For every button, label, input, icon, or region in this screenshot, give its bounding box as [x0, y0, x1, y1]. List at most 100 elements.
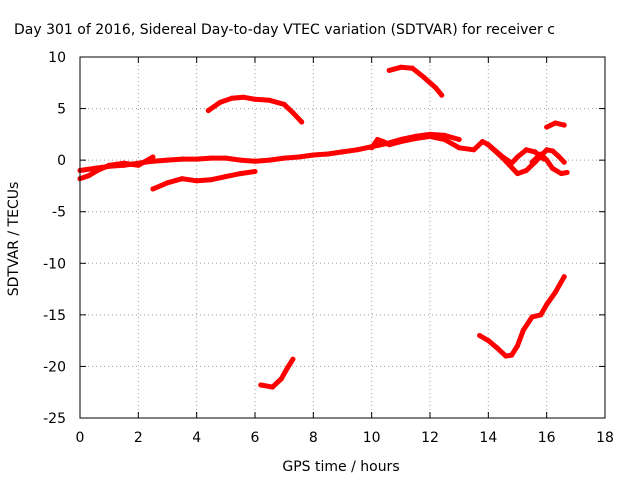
data-point	[290, 356, 296, 362]
data-series	[258, 356, 296, 390]
x-tick-label: 4	[192, 430, 201, 446]
data-point	[456, 137, 462, 142]
data-point	[150, 154, 156, 160]
series-trace	[386, 64, 445, 98]
data-point	[194, 156, 200, 162]
data-point	[179, 176, 185, 182]
data-point	[281, 101, 287, 107]
data-point	[267, 97, 273, 103]
data-series	[477, 274, 567, 359]
x-tick-label: 0	[76, 430, 85, 446]
data-series	[544, 120, 567, 130]
data-point	[500, 155, 506, 161]
data-point	[471, 147, 477, 153]
data-point	[237, 171, 243, 177]
data-point	[480, 139, 485, 145]
x-tick-label: 12	[421, 430, 439, 446]
data-point	[208, 155, 214, 161]
data-point	[552, 289, 558, 295]
data-point	[494, 345, 500, 351]
data-point	[550, 165, 555, 171]
series-trace	[477, 274, 567, 359]
plot-frame	[79, 56, 606, 419]
data-point	[564, 170, 570, 175]
y-tick-label: -10	[43, 256, 66, 272]
data-point	[555, 153, 561, 159]
data-point	[544, 124, 550, 130]
x-tick-label: 14	[479, 430, 497, 446]
data-point	[477, 333, 483, 338]
data-series	[529, 151, 570, 177]
data-point	[121, 160, 127, 166]
x-tick-label: 6	[251, 430, 260, 446]
x-tick-label: 10	[363, 430, 381, 446]
data-point	[538, 312, 544, 318]
data-series	[205, 94, 305, 125]
data-point	[515, 171, 520, 177]
data-point	[552, 120, 558, 126]
data-point	[205, 108, 211, 114]
data-point	[252, 169, 258, 174]
data-point	[194, 178, 200, 184]
data-point	[561, 122, 567, 128]
data-point	[270, 384, 275, 390]
data-point	[509, 352, 515, 358]
data-point	[523, 168, 529, 173]
data-point	[165, 180, 170, 186]
data-point	[412, 136, 418, 141]
data-point	[515, 343, 520, 349]
data-point	[538, 151, 544, 157]
data-point	[421, 75, 427, 81]
x-tick-label: 8	[309, 430, 318, 446]
data-point	[456, 145, 462, 151]
data-point	[223, 174, 229, 180]
data-point	[165, 157, 170, 163]
data-series	[77, 154, 156, 182]
data-point	[354, 147, 360, 153]
data-point	[284, 366, 290, 371]
data-point	[561, 159, 567, 165]
data-point	[325, 151, 331, 157]
data-point	[252, 96, 258, 102]
data-point	[106, 162, 112, 168]
y-tick-label: -5	[52, 205, 66, 221]
data-series	[386, 64, 445, 98]
data-point	[281, 155, 287, 161]
data-point	[485, 142, 491, 148]
data-point	[278, 376, 284, 382]
data-point	[529, 159, 535, 165]
data-point	[523, 147, 529, 153]
y-tick-label: -25	[43, 411, 66, 427]
y-tick-label: 0	[57, 153, 66, 169]
data-point	[237, 157, 243, 163]
data-point	[386, 67, 392, 73]
axes: 0 2 4 6 8 10 12 14 16 18 10 5 0 -5 -10 -15 -20 -25	[43, 50, 614, 446]
y-tick-label: 5	[57, 102, 66, 118]
chart-title: Day 301 of 2016, Sidereal Day-to-day VTE…	[14, 22, 555, 38]
x-tick-label: 16	[538, 430, 556, 446]
data-point	[240, 94, 246, 100]
y-tick-label: -15	[43, 308, 66, 324]
data-point	[427, 133, 433, 139]
data-point	[485, 338, 491, 344]
data-point	[544, 147, 550, 153]
data-point	[252, 158, 258, 164]
data-point	[86, 173, 92, 179]
data-point	[503, 353, 509, 359]
data-point	[135, 162, 141, 168]
y-tick-label: 10	[48, 50, 66, 66]
data-point	[369, 145, 375, 151]
data-point	[179, 156, 185, 162]
data-series	[150, 169, 258, 192]
x-tick-label: 2	[134, 430, 143, 446]
data-point	[433, 85, 439, 91]
y-tick-label: -20	[43, 359, 66, 375]
data-point	[95, 168, 100, 173]
data-point	[380, 139, 386, 145]
data-point	[398, 139, 404, 145]
x-axis-label: GPS time / hours	[282, 459, 399, 475]
data-point	[375, 137, 380, 142]
data-point	[267, 157, 273, 163]
data-point	[296, 154, 302, 160]
data-point	[217, 99, 223, 105]
